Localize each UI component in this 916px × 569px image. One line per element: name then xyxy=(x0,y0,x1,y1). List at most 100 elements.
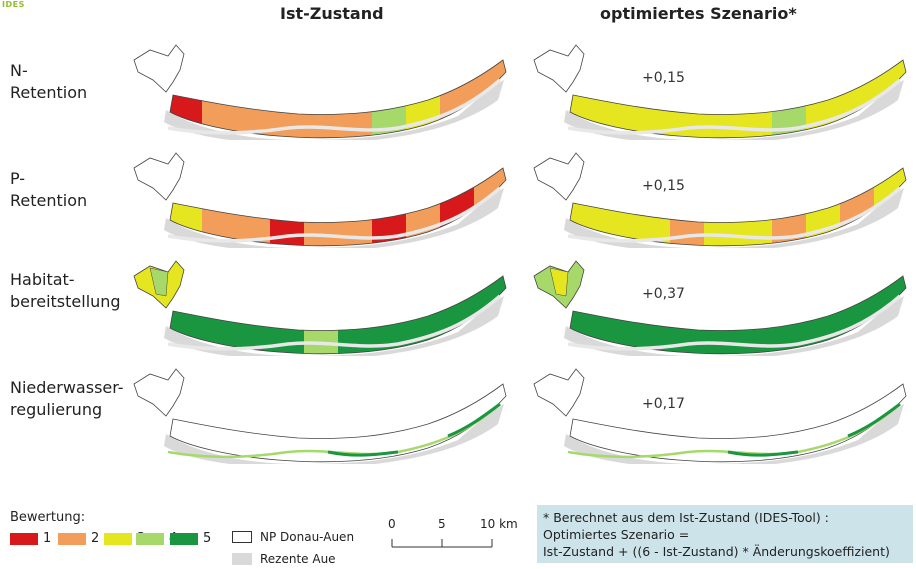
row-label-line1: N- xyxy=(10,61,28,80)
legend-rezente-aue: Rezente Aue xyxy=(232,552,336,566)
rating-segment xyxy=(738,276,773,354)
np-boundary-band xyxy=(569,383,907,463)
map-ist-habitat xyxy=(133,260,507,356)
legend-label-5: 5 xyxy=(203,531,212,546)
np-boundary-band xyxy=(169,167,507,247)
row-label-line2: regulierung xyxy=(10,400,103,419)
rating-segment xyxy=(338,60,373,138)
rating-segment xyxy=(270,168,305,246)
legend-item-1: 1 xyxy=(10,531,51,546)
delta-n-retention: +0,15 xyxy=(642,70,685,86)
river-segment-5 xyxy=(447,402,501,438)
row-label-line2: Retention xyxy=(10,191,88,210)
legend-aue-label: Rezente Aue xyxy=(260,552,336,566)
rating-segment xyxy=(304,276,339,354)
legend-item-2: 2 xyxy=(58,531,99,546)
row-label-p-retention: P- Retention xyxy=(10,168,125,212)
river-segment-5 xyxy=(327,450,399,457)
danube-river xyxy=(567,294,902,351)
rating-segment xyxy=(670,60,705,138)
legend-np-donau-auen: NP Donau-Auen xyxy=(232,530,354,544)
legend-swatch-3 xyxy=(104,532,132,545)
danube-river-rating xyxy=(167,403,501,459)
rezente-aue-area xyxy=(164,188,504,248)
rating-segment xyxy=(772,276,807,354)
rating-segment xyxy=(738,168,773,246)
danube-river xyxy=(567,186,902,243)
scale-tick-10: 10 km xyxy=(480,517,518,531)
legend-aue-swatch xyxy=(232,553,252,565)
row-label-line1: Habitat- xyxy=(10,270,75,289)
formula-note: * Berechnet aus dem Ist-Zustand (IDES-To… xyxy=(537,505,913,563)
rating-segment xyxy=(738,60,773,138)
np-boundary-band xyxy=(569,167,907,247)
rating-segment xyxy=(338,276,373,354)
danube-river xyxy=(167,186,502,243)
legend-label-2: 2 xyxy=(91,531,100,546)
np-boundary-west xyxy=(533,44,585,93)
row-label-line2: bereitstellung xyxy=(10,292,121,311)
np-boundary-band xyxy=(169,383,507,463)
delta-p-retention: +0,15 xyxy=(642,178,685,194)
map-ist-n-retention xyxy=(133,44,507,140)
rating-segment xyxy=(636,60,671,138)
rating-segment xyxy=(236,60,271,138)
delta-niederwasser: +0,17 xyxy=(642,396,685,412)
river-segment-5 xyxy=(847,402,901,438)
rating-segment xyxy=(236,168,271,246)
danube-river-rating xyxy=(567,403,901,459)
legend-swatch-2 xyxy=(58,532,86,545)
river-segment-5 xyxy=(727,450,799,457)
scale-bar: 0 5 10 km xyxy=(380,517,518,553)
np-boundary-west xyxy=(133,368,185,417)
row-label-habitat: Habitat- bereitstellung xyxy=(10,269,125,313)
legend-swatch-5 xyxy=(170,532,198,545)
legend-swatch-4 xyxy=(136,532,164,545)
rating-segment xyxy=(304,60,339,138)
map-opt-habitat xyxy=(533,260,907,356)
column-title-ist: Ist-Zustand xyxy=(280,4,384,23)
habitat-wedge xyxy=(549,267,569,297)
rezente-aue-area xyxy=(564,296,904,356)
rating-segment xyxy=(704,168,739,246)
rating-segment xyxy=(372,276,407,354)
map-opt-niederwasser xyxy=(533,368,907,464)
danube-river xyxy=(167,294,502,351)
map-opt-n-retention xyxy=(533,44,907,140)
rating-segment xyxy=(270,60,305,138)
rezente-aue-area xyxy=(164,296,504,356)
rezente-aue-area xyxy=(164,404,504,464)
note-line-3: Ist-Zustand + ((6 - Ist-Zustand) * Änder… xyxy=(543,544,890,559)
rating-segment xyxy=(670,276,705,354)
rezente-aue-area xyxy=(564,404,904,464)
rating-segment xyxy=(670,168,705,246)
np-boundary-west xyxy=(133,44,185,93)
danube-river xyxy=(567,78,902,135)
scale-bar-graphic xyxy=(391,539,493,548)
rating-segment xyxy=(772,60,807,138)
row-label-line1: Niederwasser- xyxy=(10,378,124,397)
rating-segment xyxy=(372,168,407,246)
row-label-line1: P- xyxy=(10,169,26,188)
np-boundary-west xyxy=(533,368,585,417)
legend-np-swatch xyxy=(232,531,252,543)
rating-segment xyxy=(636,168,671,246)
rating-segment xyxy=(372,60,407,138)
np-boundary-band xyxy=(169,59,507,139)
map-opt-p-retention xyxy=(533,152,907,248)
np-boundary-band xyxy=(569,275,907,355)
np-boundary-west xyxy=(533,152,585,201)
column-title-optimiert: optimiertes Szenario* xyxy=(600,4,797,23)
scale-tick-0: 0 xyxy=(388,517,396,531)
rating-segment xyxy=(704,276,739,354)
legend-np-label: NP Donau-Auen xyxy=(260,530,355,544)
rezente-aue-area xyxy=(564,188,904,248)
np-boundary-west xyxy=(133,152,185,201)
legend-swatch-1 xyxy=(10,532,38,545)
danube-river xyxy=(167,78,502,135)
row-label-niederwasser: Niederwasser- regulierung xyxy=(10,377,125,421)
rating-segment xyxy=(636,276,671,354)
ides-logo: IDES xyxy=(2,0,25,9)
legend-item-5: 5 xyxy=(170,531,211,546)
rating-segment xyxy=(304,168,339,246)
